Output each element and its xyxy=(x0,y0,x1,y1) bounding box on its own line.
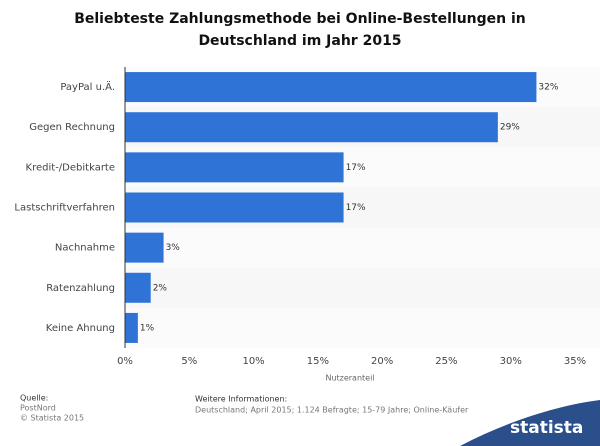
info: Deutschland; April 2015; 1.124 Befragte;… xyxy=(195,406,469,415)
bar xyxy=(125,112,498,143)
value-label: 17% xyxy=(346,203,366,213)
y-tick-label: PayPal u.Ä. xyxy=(60,80,115,93)
bar xyxy=(125,272,151,303)
y-tick-label: Lastschriftverfahren xyxy=(14,203,115,214)
value-label: 29% xyxy=(500,123,520,133)
bar xyxy=(125,232,164,263)
logo: statista xyxy=(510,418,583,438)
y-tick-label: Ratenzahlung xyxy=(46,283,115,294)
bar xyxy=(125,152,344,183)
chart-title: Beliebteste Zahlungsmethode bei Online-B… xyxy=(74,11,526,49)
value-label: 2% xyxy=(153,283,168,293)
source-label: Quelle: xyxy=(20,394,48,403)
y-tick-label: Kredit-/Debitkarte xyxy=(26,162,115,173)
y-tick-label: Nachnahme xyxy=(55,243,115,254)
value-label: 3% xyxy=(166,243,181,253)
source: PostNord xyxy=(20,404,56,413)
copyright: © Statista 2015 xyxy=(20,414,84,423)
x-tick-label: 0% xyxy=(117,356,133,367)
x-tick-label: 5% xyxy=(181,356,197,367)
info-label: Weitere Informationen: xyxy=(195,395,287,404)
value-label: 32% xyxy=(538,83,558,93)
bar xyxy=(125,192,344,223)
row-stripe xyxy=(125,267,600,308)
bar xyxy=(125,72,537,103)
x-axis-label: Nutzeranteil xyxy=(325,374,374,383)
value-label: 1% xyxy=(140,323,155,333)
x-tick-label: 35% xyxy=(564,356,586,367)
x-tick-label: 20% xyxy=(371,356,393,367)
x-tick-label: 10% xyxy=(242,356,264,367)
bar xyxy=(125,312,138,343)
y-tick-label: Keine Ahnung xyxy=(46,323,115,334)
row-stripe xyxy=(125,307,600,348)
y-tick-label: Gegen Rechnung xyxy=(29,122,115,133)
row-stripe xyxy=(125,227,600,268)
logo-swoosh xyxy=(460,400,600,446)
x-tick-label: 30% xyxy=(500,356,522,367)
x-tick-label: 25% xyxy=(435,356,457,367)
value-label: 17% xyxy=(346,163,366,173)
x-tick-label: 15% xyxy=(307,356,329,367)
